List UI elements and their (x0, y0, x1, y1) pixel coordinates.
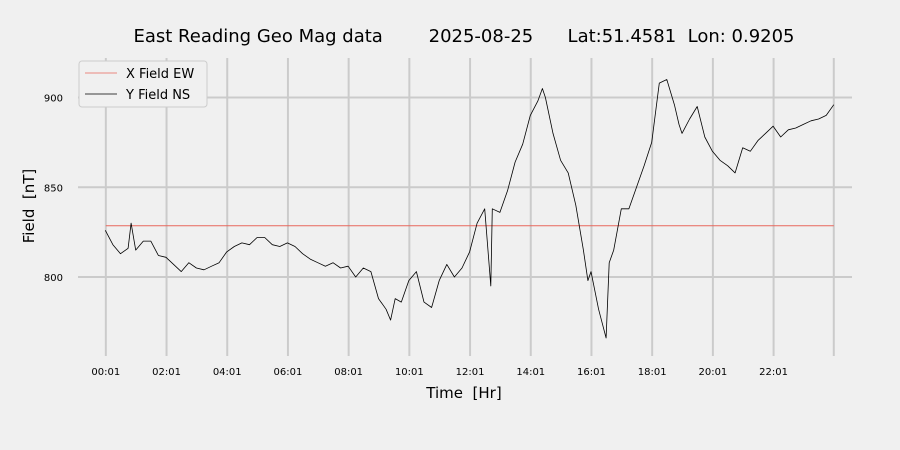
x-tick-label: 12:01 (456, 367, 485, 378)
x-tick-label: 22:01 (759, 367, 788, 378)
y-axis-label: Field [nT] (20, 169, 38, 244)
series-lines (104, 79, 835, 339)
x-tick-label: 04:01 (213, 367, 242, 378)
axis-ticks: 00:01 02:01 04:01 06:01 08:01 10:01 12:01 14:01… (44, 93, 788, 378)
x-tick-label: 14:01 (516, 367, 545, 378)
series-line-y-field-ns (104, 79, 835, 339)
legend-label-x-field-ew: X Field EW (126, 67, 194, 82)
x-tick-label: 08:01 (334, 367, 363, 378)
legend-label-y-field-ns: Y Field NS (125, 88, 190, 103)
x-axis-label: Time [Hr] (425, 384, 501, 402)
x-tick-label: 16:01 (577, 367, 606, 378)
x-tick-label: 06:01 (274, 367, 303, 378)
x-tick-label: 10:01 (395, 367, 424, 378)
y-tick-label: 900 (44, 93, 63, 104)
legend-box (78, 60, 208, 108)
legend: X Field EW Y Field NS (78, 60, 208, 108)
x-tick-label: 00:01 (91, 367, 120, 378)
chart-title: East Reading Geo Mag data 2025-08-25 Lat… (133, 26, 794, 47)
y-tick-label: 850 (44, 183, 63, 194)
y-tick-label: 800 (44, 273, 63, 284)
x-tick-label: 02:01 (152, 367, 181, 378)
x-tick-label: 20:01 (698, 367, 727, 378)
x-tick-label: 18:01 (638, 367, 667, 378)
